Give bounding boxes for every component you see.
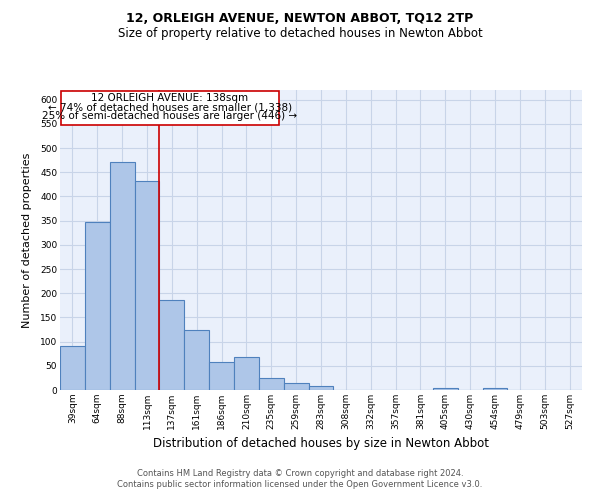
Text: Contains HM Land Registry data © Crown copyright and database right 2024.: Contains HM Land Registry data © Crown c… [137, 468, 463, 477]
Bar [433, 388, 458, 390]
Text: 12 ORLEIGH AVENUE: 138sqm: 12 ORLEIGH AVENUE: 138sqm [91, 94, 248, 104]
Text: 25% of semi-detached houses are larger (446) →: 25% of semi-detached houses are larger (… [43, 111, 298, 121]
Bar [308, 386, 334, 390]
Bar [209, 362, 234, 390]
X-axis label: Distribution of detached houses by size in Newton Abbot: Distribution of detached houses by size … [153, 438, 489, 450]
Bar [85, 222, 110, 390]
Y-axis label: Number of detached properties: Number of detached properties [22, 152, 32, 328]
Text: ← 74% of detached houses are smaller (1,338): ← 74% of detached houses are smaller (1,… [48, 102, 292, 112]
Bar [60, 346, 85, 390]
Bar [284, 383, 308, 390]
Text: 12, ORLEIGH AVENUE, NEWTON ABBOT, TQ12 2TP: 12, ORLEIGH AVENUE, NEWTON ABBOT, TQ12 2… [127, 12, 473, 26]
Bar [160, 300, 184, 390]
FancyBboxPatch shape [61, 91, 279, 125]
Bar [259, 378, 284, 390]
Bar [134, 181, 160, 390]
Bar [482, 388, 508, 390]
Bar [110, 162, 134, 390]
Bar [184, 330, 209, 390]
Text: Contains public sector information licensed under the Open Government Licence v3: Contains public sector information licen… [118, 480, 482, 489]
Bar [234, 356, 259, 390]
Text: Size of property relative to detached houses in Newton Abbot: Size of property relative to detached ho… [118, 28, 482, 40]
